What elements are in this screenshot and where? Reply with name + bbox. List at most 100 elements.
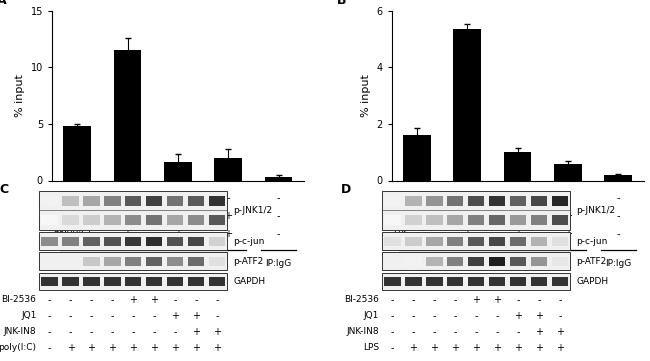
Bar [384, 277, 400, 286]
Bar [406, 196, 422, 206]
Text: -: - [131, 327, 135, 337]
Bar [42, 215, 58, 225]
Bar [406, 257, 422, 266]
Bar [188, 257, 204, 266]
Text: -: - [617, 211, 620, 221]
Text: p-ATF2: p-ATF2 [233, 257, 263, 266]
Text: p-ATF2: p-ATF2 [576, 257, 606, 266]
Text: IP:IgG: IP:IgG [265, 260, 292, 269]
Text: -: - [391, 295, 395, 305]
Text: -: - [495, 327, 499, 337]
Text: JQ1: JQ1 [393, 212, 408, 221]
Bar [384, 196, 400, 206]
Text: -: - [558, 295, 562, 305]
Bar [468, 215, 484, 225]
Text: +: + [564, 211, 572, 221]
Bar [384, 236, 400, 245]
Bar [188, 215, 204, 225]
Text: -: - [48, 327, 51, 337]
Bar [468, 277, 484, 286]
Text: -: - [411, 295, 415, 305]
Text: -: - [215, 311, 219, 321]
Text: +: + [192, 311, 200, 321]
Text: B: B [337, 0, 346, 8]
Text: -: - [411, 327, 415, 337]
Text: -: - [415, 211, 419, 221]
Bar [531, 196, 547, 206]
Text: -: - [454, 295, 457, 305]
Text: -: - [474, 327, 478, 337]
Bar [489, 257, 505, 266]
Bar [125, 196, 142, 206]
Text: -: - [48, 295, 51, 305]
Bar [382, 273, 571, 290]
Text: IP: c-jun: IP: c-jun [474, 260, 510, 269]
Text: -: - [391, 311, 395, 321]
Bar [42, 236, 58, 245]
Bar [447, 196, 463, 206]
Text: +: + [473, 343, 480, 353]
Bar [167, 277, 183, 286]
Bar [62, 236, 79, 245]
Text: JQ1: JQ1 [21, 311, 36, 320]
Text: -: - [495, 311, 499, 321]
Bar [42, 196, 58, 206]
Text: BI-2536: BI-2536 [393, 194, 428, 203]
Bar [83, 277, 99, 286]
Bar [39, 273, 228, 290]
Bar [125, 277, 142, 286]
Bar [510, 236, 526, 245]
Text: -: - [465, 193, 469, 203]
Text: -: - [111, 327, 114, 337]
Bar [447, 257, 463, 266]
Bar [188, 277, 204, 286]
Text: -: - [516, 327, 520, 337]
Text: -: - [558, 311, 562, 321]
Text: +: + [224, 211, 232, 221]
Text: -: - [277, 211, 280, 221]
Text: JQ1: JQ1 [53, 212, 68, 221]
Text: +: + [473, 295, 480, 305]
Text: -: - [277, 193, 280, 203]
Text: -: - [516, 211, 519, 221]
Bar [447, 236, 463, 245]
Text: +: + [535, 327, 543, 337]
Bar [39, 191, 228, 230]
Text: -: - [415, 229, 419, 239]
Y-axis label: % input: % input [361, 74, 371, 117]
Text: -: - [465, 211, 469, 221]
Bar [209, 277, 225, 286]
Text: +: + [430, 343, 438, 353]
Text: -: - [174, 295, 177, 305]
Text: +: + [463, 229, 471, 239]
Bar [406, 215, 422, 225]
Text: +: + [192, 343, 200, 353]
Bar [146, 236, 162, 245]
Bar [146, 196, 162, 206]
Bar [104, 196, 120, 206]
Bar [489, 196, 505, 206]
Text: -: - [566, 193, 570, 203]
Text: p-JNK1/2: p-JNK1/2 [576, 206, 615, 215]
Text: -: - [131, 311, 135, 321]
Text: -: - [48, 311, 51, 321]
Bar [489, 215, 505, 225]
Text: GAPDH: GAPDH [233, 277, 265, 286]
Bar [426, 215, 443, 225]
Text: poly(I:C): poly(I:C) [53, 229, 91, 238]
Text: LPS: LPS [393, 229, 409, 238]
Bar [63, 126, 91, 180]
Text: -: - [538, 295, 541, 305]
Text: +: + [493, 343, 501, 353]
Text: +: + [514, 193, 522, 203]
Bar [114, 51, 141, 180]
Text: +: + [410, 343, 417, 353]
Bar [62, 277, 79, 286]
Bar [552, 215, 568, 225]
Bar [406, 236, 422, 245]
Text: +: + [109, 343, 116, 353]
Bar [146, 277, 162, 286]
Text: +: + [213, 343, 221, 353]
Bar [83, 196, 99, 206]
Bar [167, 196, 183, 206]
